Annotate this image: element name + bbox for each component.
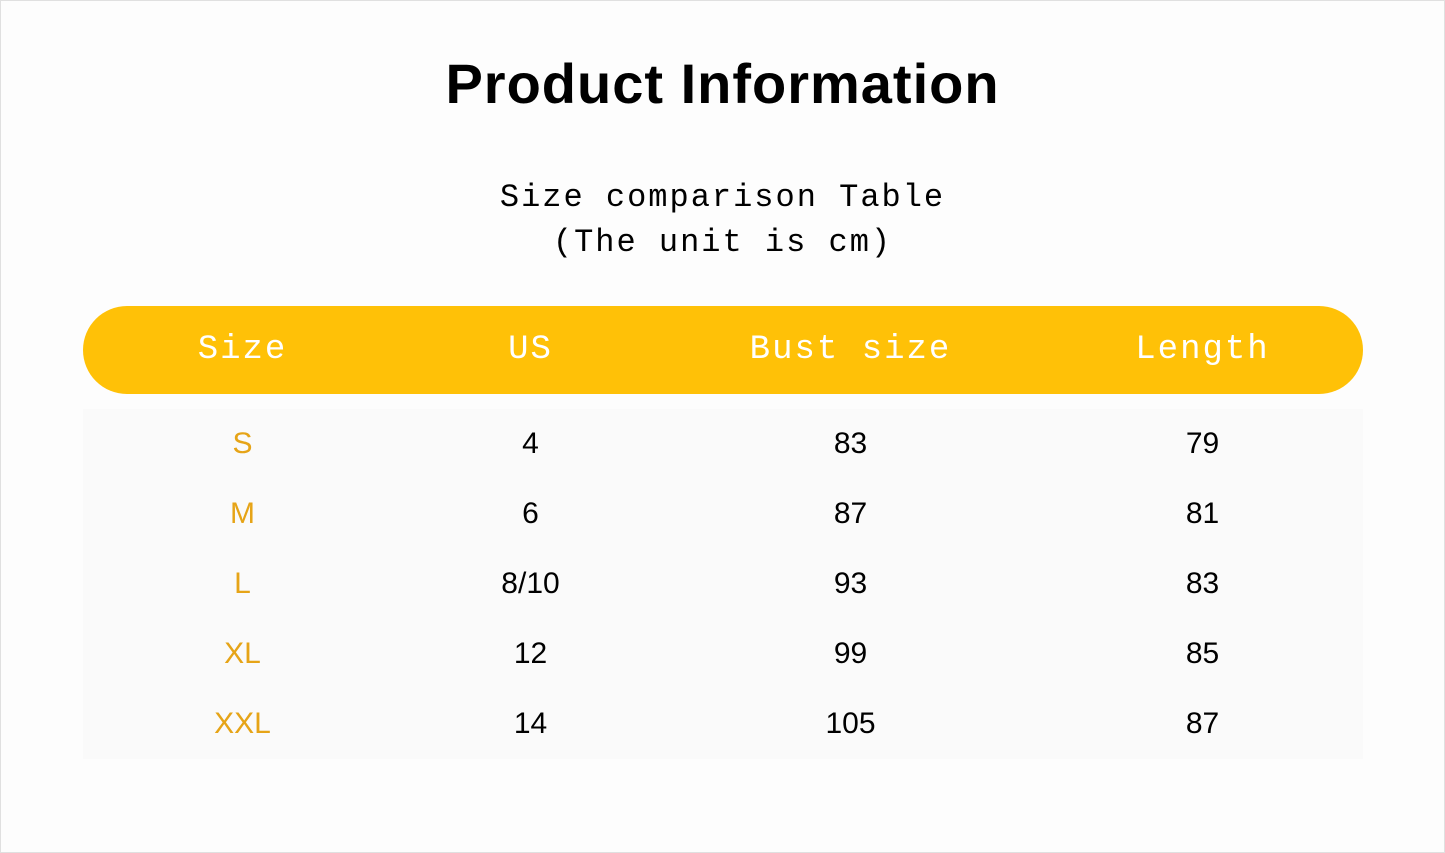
cell-size: XXL	[83, 707, 403, 741]
cell-us: 6	[403, 497, 659, 531]
table-body: S 4 83 79 M 6 87 81 L 8/10 93 83 XL 12 9…	[83, 409, 1363, 759]
table-row: L 8/10 93 83	[83, 549, 1363, 619]
cell-size: L	[83, 567, 403, 601]
header-us: US	[403, 331, 659, 369]
cell-size: S	[83, 427, 403, 461]
page-title: Product Information	[1, 51, 1444, 116]
cell-us: 8/10	[403, 567, 659, 601]
cell-bust: 99	[659, 637, 1043, 671]
table-row: XL 12 99 85	[83, 619, 1363, 689]
subtitle: Size comparison Table (The unit is cm)	[1, 176, 1444, 266]
cell-length: 87	[1043, 707, 1363, 741]
cell-size: XL	[83, 637, 403, 671]
subtitle-line-1: Size comparison Table	[1, 176, 1444, 221]
cell-bust: 105	[659, 707, 1043, 741]
cell-length: 85	[1043, 637, 1363, 671]
subtitle-line-2: (The unit is cm)	[1, 221, 1444, 266]
cell-us: 12	[403, 637, 659, 671]
cell-length: 83	[1043, 567, 1363, 601]
cell-us: 4	[403, 427, 659, 461]
cell-bust: 87	[659, 497, 1043, 531]
header-size: Size	[83, 331, 403, 369]
cell-bust: 93	[659, 567, 1043, 601]
size-table: Size US Bust size Length S 4 83 79 M 6 8…	[83, 306, 1363, 759]
table-row: S 4 83 79	[83, 409, 1363, 479]
cell-bust: 83	[659, 427, 1043, 461]
cell-length: 81	[1043, 497, 1363, 531]
cell-length: 79	[1043, 427, 1363, 461]
cell-size: M	[83, 497, 403, 531]
header-length: Length	[1043, 331, 1363, 369]
table-row: M 6 87 81	[83, 479, 1363, 549]
cell-us: 14	[403, 707, 659, 741]
header-bust: Bust size	[659, 331, 1043, 369]
table-header-row: Size US Bust size Length	[83, 306, 1363, 394]
table-row: XXL 14 105 87	[83, 689, 1363, 759]
